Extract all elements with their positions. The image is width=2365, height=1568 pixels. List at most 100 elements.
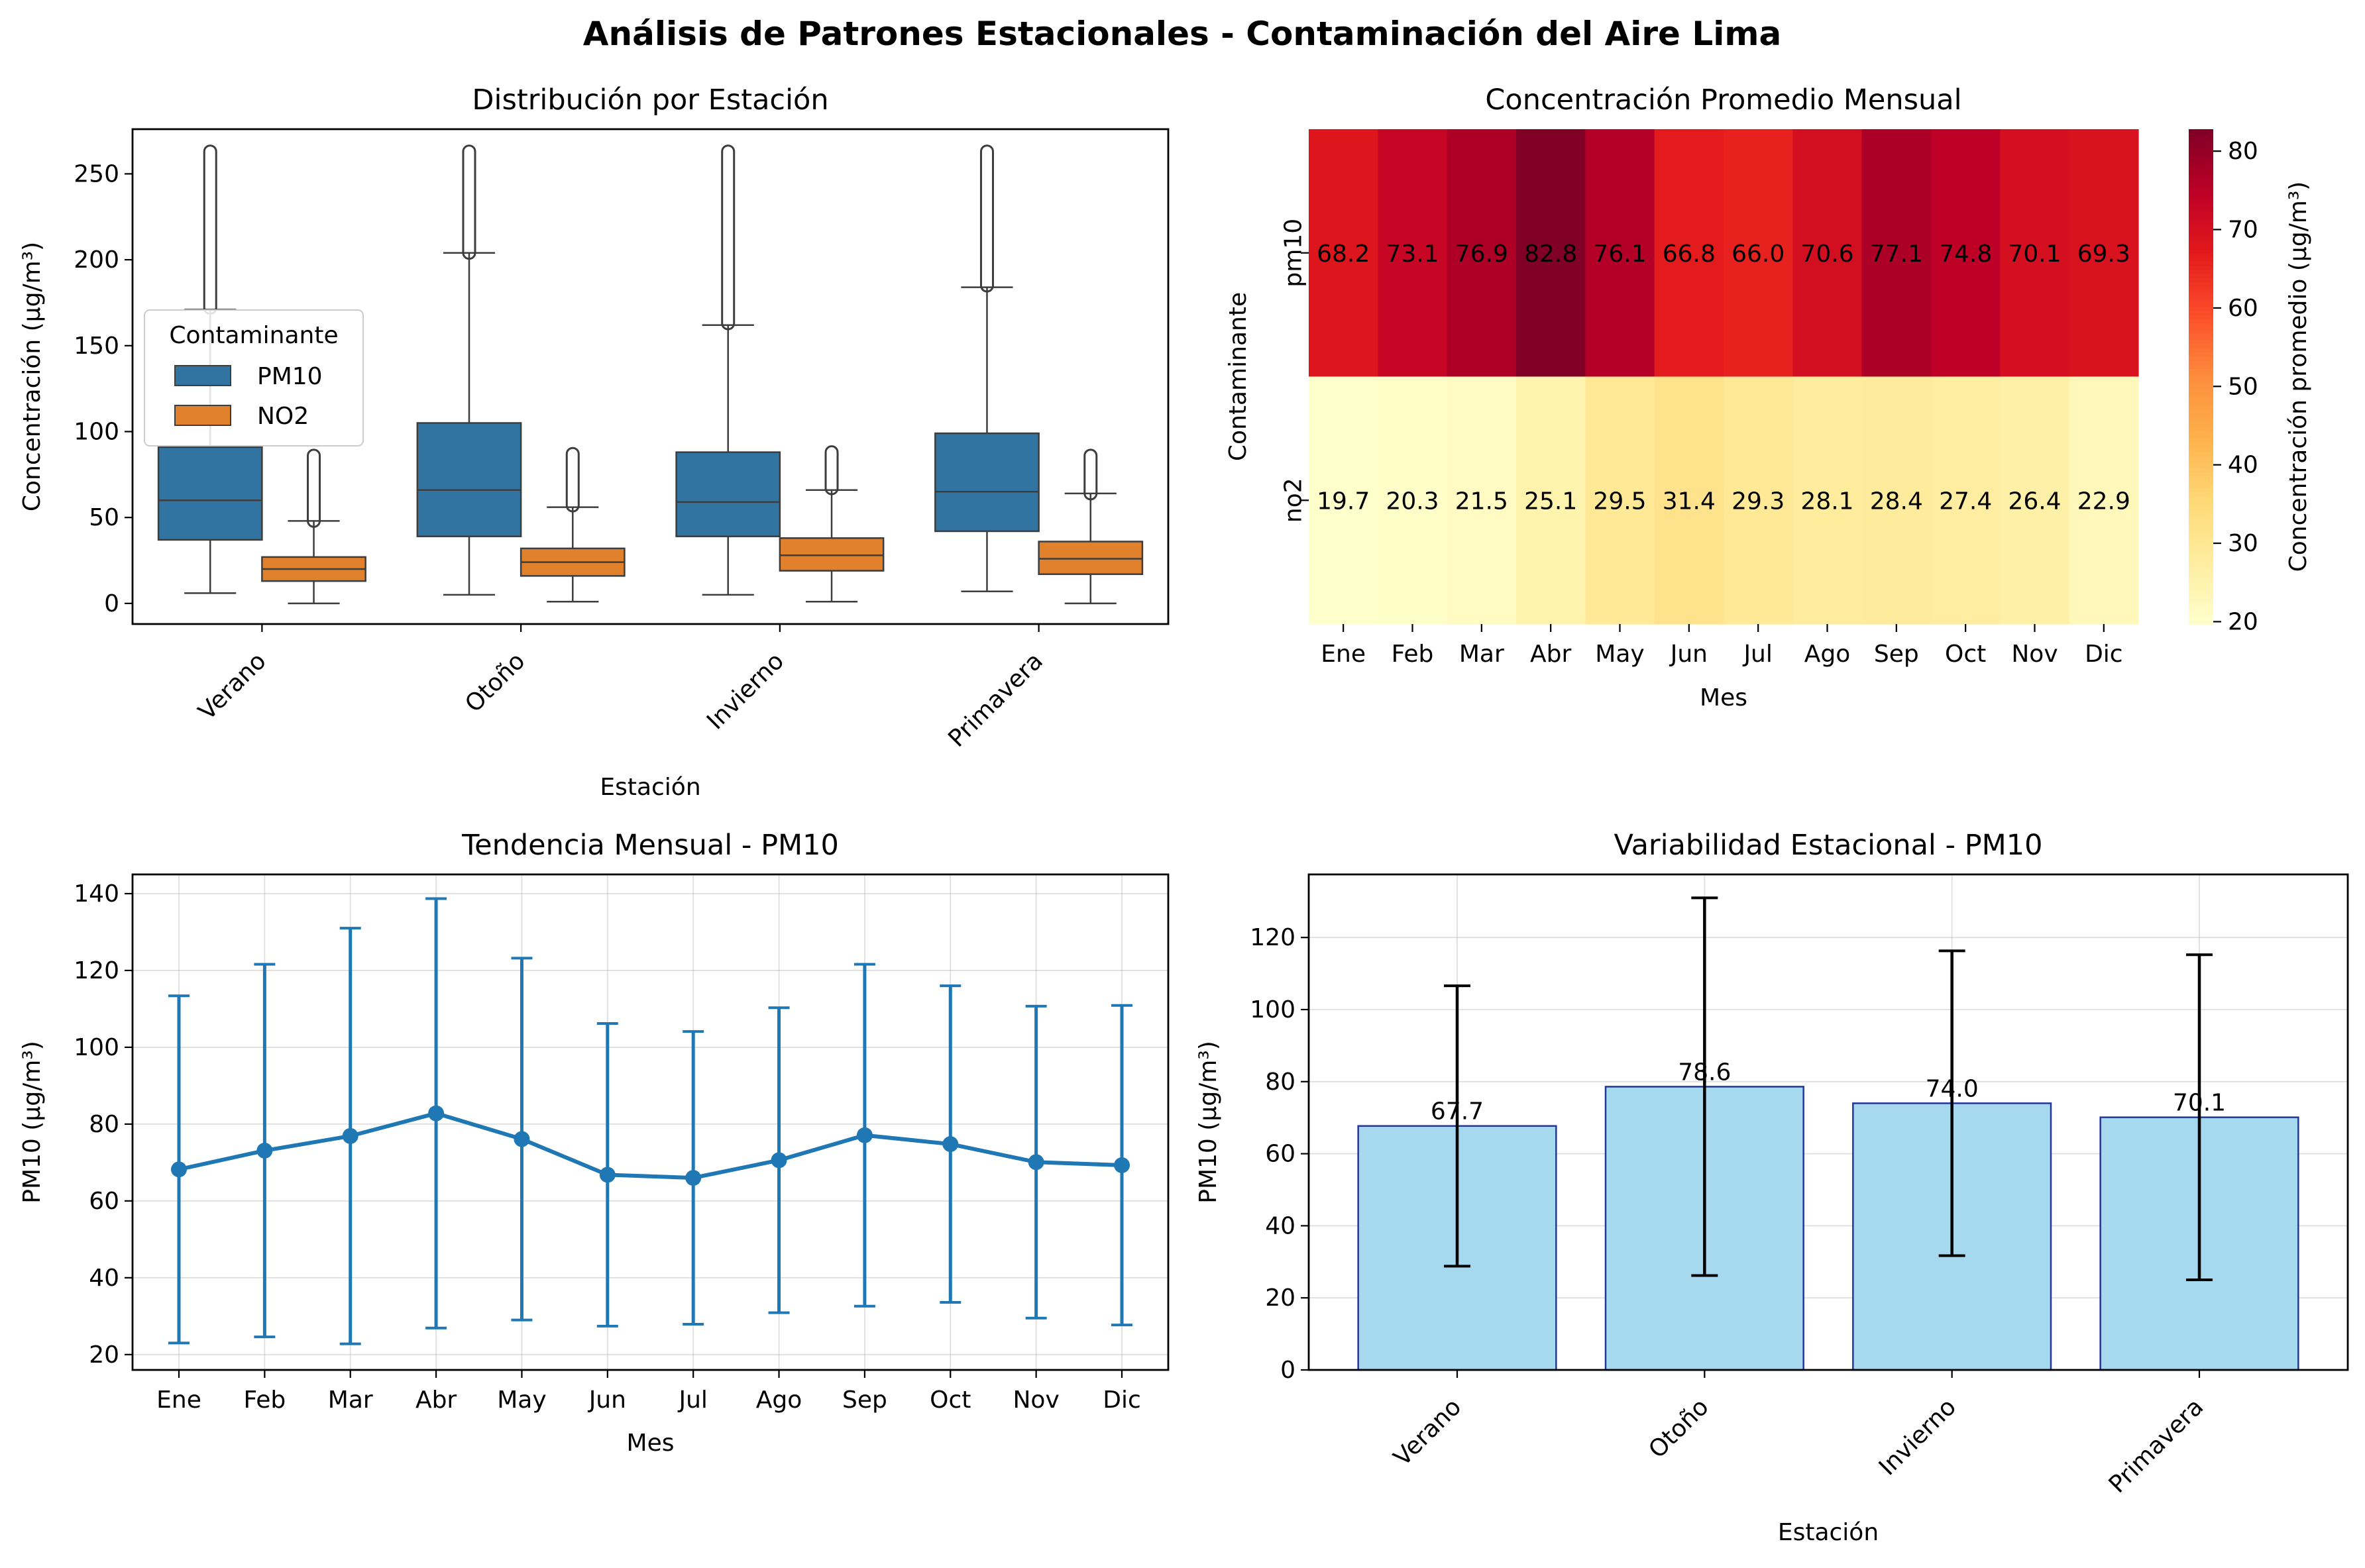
x-tick-label: Oct — [1945, 641, 1986, 668]
colorbar-segment — [2189, 228, 2213, 233]
colorbar-segment — [2189, 174, 2213, 180]
heatmap-cell-label: 77.1 — [1870, 240, 1923, 268]
x-tick-label: Primavera — [943, 647, 1048, 753]
colorbar-segment — [2189, 215, 2213, 221]
colorbar-segment — [2189, 586, 2213, 592]
colorbar-segment — [2189, 471, 2213, 476]
colorbar-segment — [2189, 438, 2213, 443]
x-tick-label: Otoño — [1643, 1393, 1714, 1463]
colorbar-segment — [2189, 261, 2213, 266]
colorbar-segment — [2189, 521, 2213, 526]
heatmap-cell — [1861, 376, 1932, 625]
heatmap-cell — [1654, 376, 1724, 625]
data-point — [1114, 1157, 1130, 1173]
colorbar-segment — [2189, 347, 2213, 352]
x-tick-label: Mar — [1459, 641, 1504, 668]
heatmap-cell — [1724, 376, 1793, 625]
heatmap-cell-label: 82.8 — [1524, 240, 1577, 268]
colorbar-segment — [2189, 549, 2213, 554]
x-tick-label: Mar — [328, 1386, 373, 1414]
axes-frame — [131, 873, 1170, 1371]
x-tick-label: Verano — [193, 647, 272, 725]
x-tick-label: Jul — [1742, 641, 1772, 668]
line-title: Tendencia Mensual - PM10 — [461, 829, 839, 862]
data-point — [599, 1167, 616, 1183]
heatmap-cell — [2000, 376, 2070, 625]
boxplot-panel: Distribución por Estación 0 50 100 150 200 250… — [19, 83, 1170, 801]
colorbar-segment — [2189, 306, 2213, 311]
box-pm10 — [675, 451, 781, 537]
heatmap-cell — [1309, 376, 1378, 625]
colorbar-segment — [2189, 446, 2213, 452]
colorbar-tick-label: 30 — [2228, 530, 2258, 557]
colorbar-segment — [2189, 224, 2213, 229]
pm10-series-line — [178, 1111, 1123, 1180]
colorbar-segment — [2189, 525, 2213, 530]
y-tick-label: 250 — [74, 160, 119, 187]
colorbar-segment — [2189, 500, 2213, 505]
y-tick-label: 100 — [74, 1034, 119, 1061]
colorbar-tick-label: 60 — [2228, 295, 2258, 322]
colorbar-segment — [2189, 252, 2213, 258]
colorbar-segment — [2189, 158, 2213, 163]
colorbar-segment — [2189, 187, 2213, 192]
colorbar-segment — [2189, 302, 2213, 307]
colorbar-segment — [2189, 327, 2213, 332]
colorbar-tick-label: 70 — [2228, 217, 2258, 244]
heatmap-cell-label: 22.9 — [2077, 488, 2130, 515]
heatmap-cell-label: 69.3 — [2077, 240, 2130, 268]
x-tick-label: Jun — [588, 1386, 626, 1414]
colorbar-segment — [2189, 421, 2213, 427]
heatmap-cell — [1724, 129, 1793, 378]
colorbar-label: Concentración promedio (μg/m³) — [2285, 182, 2312, 572]
heatmap-cell-label: 29.5 — [1593, 488, 1646, 515]
heatmap-cell — [1378, 129, 1448, 378]
x-tick-label: Ene — [156, 1386, 201, 1414]
legend-label-no2: NO2 — [257, 403, 309, 430]
y-axis-label: PM10 (μg/m³) — [19, 1041, 46, 1204]
colorbar-tick-label: 40 — [2228, 452, 2258, 479]
data-point — [514, 1131, 530, 1147]
colorbar-segment — [2189, 339, 2213, 344]
colorbar-segment — [2189, 154, 2213, 159]
data-point — [942, 1136, 959, 1153]
colorbar-segment — [2189, 360, 2213, 365]
colorbar-segment — [2189, 409, 2213, 415]
colorbar-segment — [2189, 430, 2213, 435]
data-point — [342, 1127, 358, 1144]
heatmap-cell-label: 31.4 — [1663, 488, 1716, 515]
colorbar-segment — [2189, 459, 2213, 464]
colorbar-segment — [2189, 380, 2213, 386]
colorbar-segment — [2189, 129, 2213, 134]
bar-value-label: 67.7 — [1431, 1098, 1484, 1125]
colorbar-segment — [2189, 150, 2213, 155]
colorbar-segment — [2189, 219, 2213, 225]
heatmap-cell-label: 70.6 — [1800, 240, 1853, 268]
y-tick-label: 60 — [89, 1188, 119, 1215]
axes-frame — [131, 128, 1170, 625]
colorbar-segment — [2189, 504, 2213, 509]
y-tick-label: pm10 — [1280, 219, 1307, 287]
heatmap-cell — [1516, 376, 1586, 625]
heatmap-cell — [1585, 376, 1655, 625]
legend-swatch-pm10 — [174, 365, 231, 386]
colorbar-segment — [2189, 397, 2213, 402]
data-point — [685, 1170, 702, 1186]
colorbar-segment — [2189, 558, 2213, 563]
y-tick-label: 120 — [74, 957, 119, 984]
bar-value-label: 70.1 — [2173, 1090, 2226, 1117]
colorbar-segment — [2189, 405, 2213, 411]
colorbar-segment — [2189, 310, 2213, 315]
colorbar-segment — [2189, 475, 2213, 480]
y-tick-label: 100 — [74, 419, 119, 446]
colorbar-segment — [2189, 133, 2213, 138]
colorbar-segment — [2189, 256, 2213, 262]
legend-swatch-no2 — [174, 405, 231, 426]
colorbar-segment — [2189, 289, 2213, 295]
heatmap-cell-label: 70.1 — [2008, 240, 2061, 268]
box-pm10 — [934, 432, 1040, 533]
colorbar-segment — [2189, 376, 2213, 382]
colorbar-segment — [2189, 517, 2213, 522]
colorbar-segment — [2189, 298, 2213, 303]
x-tick-label: Otoño — [460, 647, 530, 717]
